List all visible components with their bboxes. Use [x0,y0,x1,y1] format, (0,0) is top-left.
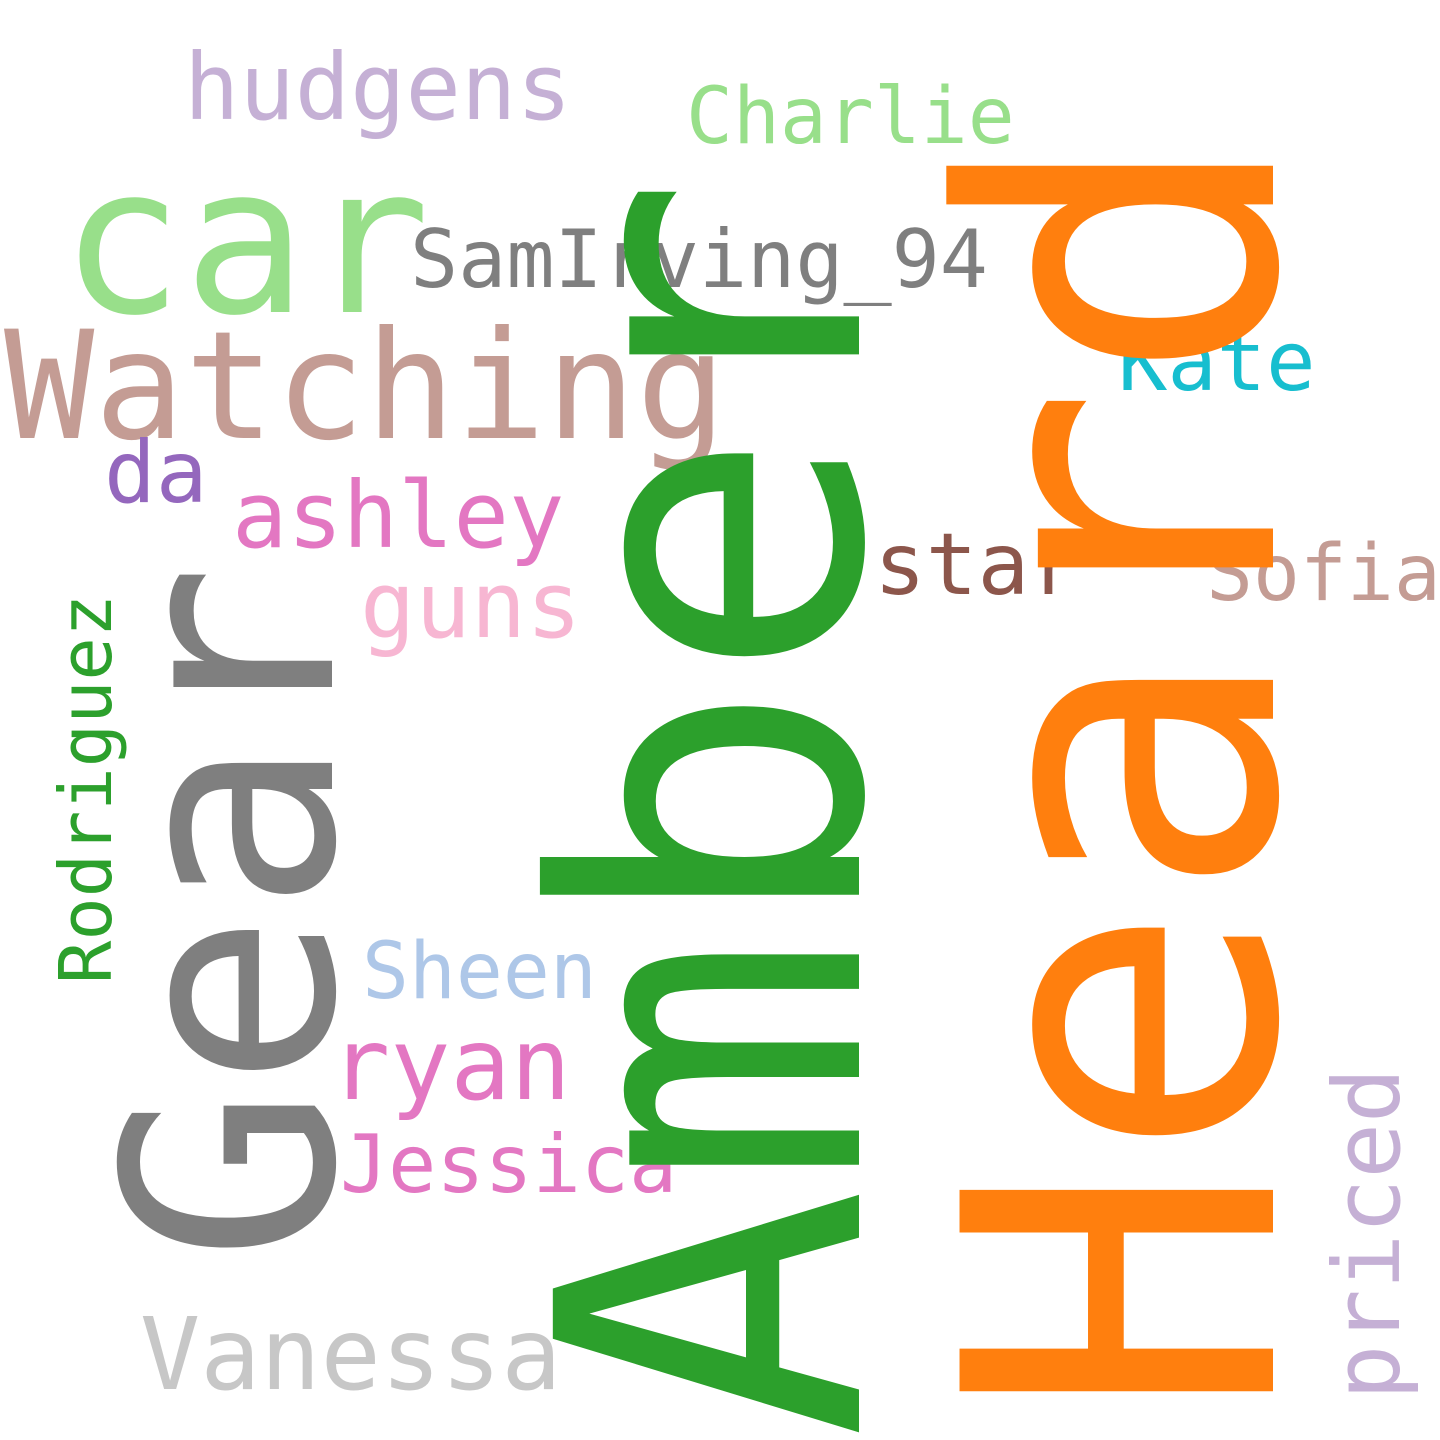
word-priced: priced [1314,1067,1421,1400]
word-vanessa: Vanessa [140,1296,562,1413]
word-sofia: Sofia [1206,529,1440,619]
word-car: car [60,123,431,361]
word-rodriguez: Rodriguez [44,593,128,984]
word-ryan: ryan [330,1006,571,1123]
word-guns: guns [360,552,582,659]
word-star: star [874,515,1082,615]
word-da: da [104,423,208,523]
word-watching: Watching [4,300,727,474]
word-charlie: Charlie [686,72,1015,162]
word-ashley: ashley [232,462,565,569]
word-amber: Amber [470,175,959,1440]
word-jessica: Jessica [340,1118,678,1211]
word-kate: Kate [1118,315,1316,410]
word-heard: Heard [875,125,1375,1420]
word-hudgens: hudgens [184,34,572,141]
word-sheen: Sheen [362,927,597,1017]
word-gear: Gear [64,563,401,1262]
word-samirving: SamIrving_94 [410,213,988,306]
